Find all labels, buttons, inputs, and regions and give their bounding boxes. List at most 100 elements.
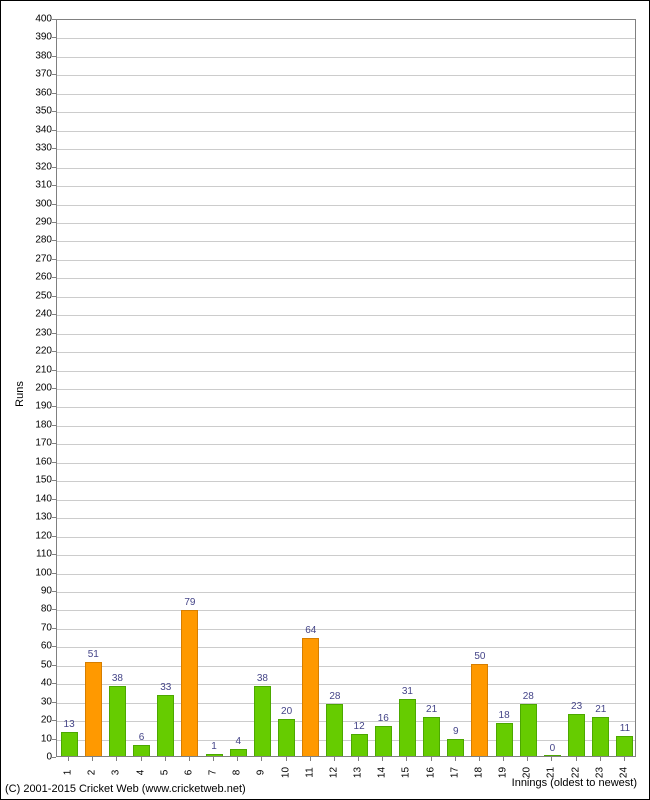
bar-value-label: 21: [595, 704, 606, 715]
ytick: [52, 720, 56, 721]
bar: [496, 723, 513, 756]
gridline: [57, 94, 635, 95]
bar-value-label: 6: [139, 732, 145, 743]
bar: [447, 739, 464, 756]
xtick-label: 15: [401, 767, 412, 778]
gridline: [57, 149, 635, 150]
ytick: [52, 240, 56, 241]
bar: [423, 717, 440, 756]
bar-value-label: 11: [620, 723, 630, 734]
bar: [230, 749, 247, 756]
gridline: [57, 389, 635, 390]
bar: [375, 726, 392, 756]
ytick: [52, 573, 56, 574]
xtick-label: 17: [449, 767, 460, 778]
ytick-label: 370: [1, 69, 52, 80]
xtick: [213, 757, 214, 761]
ytick: [52, 130, 56, 131]
bar: [302, 638, 319, 756]
xtick: [310, 757, 311, 761]
gridline: [57, 260, 635, 261]
ytick: [52, 517, 56, 518]
ytick: [52, 296, 56, 297]
gridline: [57, 684, 635, 685]
xtick-label: 5: [159, 770, 170, 776]
gridline: [57, 315, 635, 316]
bar: [399, 699, 416, 756]
ytick: [52, 425, 56, 426]
xtick-label: 13: [353, 767, 364, 778]
xtick-label: 19: [498, 767, 509, 778]
xtick: [600, 757, 601, 761]
bar: [351, 734, 368, 756]
ytick-label: 250: [1, 290, 52, 301]
ytick-label: 10: [1, 733, 52, 744]
xtick-label: 1: [63, 770, 74, 776]
gridline: [57, 352, 635, 353]
ytick: [52, 499, 56, 500]
xtick: [165, 757, 166, 761]
xtick-label: 18: [473, 767, 484, 778]
gridline: [57, 57, 635, 58]
xtick-label: 2: [87, 770, 98, 776]
ytick-label: 340: [1, 124, 52, 135]
xtick: [189, 757, 190, 761]
gridline: [57, 168, 635, 169]
ytick-label: 290: [1, 216, 52, 227]
y-axis-label: Runs: [14, 381, 26, 407]
bar: [133, 745, 150, 756]
ytick-label: 360: [1, 87, 52, 98]
ytick-label: 310: [1, 180, 52, 191]
xtick: [406, 757, 407, 761]
xtick-label: 7: [208, 770, 219, 776]
gridline: [57, 481, 635, 482]
bar-value-label: 28: [329, 691, 340, 702]
ytick-label: 190: [1, 401, 52, 412]
ytick-label: 270: [1, 253, 52, 264]
bar-value-label: 13: [64, 719, 75, 730]
gridline: [57, 112, 635, 113]
ytick: [52, 148, 56, 149]
gridline: [57, 592, 635, 593]
ytick: [52, 554, 56, 555]
gridline: [57, 131, 635, 132]
ytick: [52, 406, 56, 407]
xtick: [92, 757, 93, 761]
gridline: [57, 500, 635, 501]
bar-value-label: 33: [160, 682, 171, 693]
xtick-label: 6: [183, 770, 194, 776]
ytick-label: 130: [1, 512, 52, 523]
copyright-text: (C) 2001-2015 Cricket Web (www.cricketwe…: [5, 783, 246, 795]
ytick: [52, 480, 56, 481]
bar: [85, 662, 102, 756]
gridline: [57, 555, 635, 556]
ytick: [52, 351, 56, 352]
xtick: [237, 757, 238, 761]
gridline: [57, 334, 635, 335]
chart-container: 1351386337914382064281216312195018280232…: [0, 0, 650, 800]
gridline: [57, 371, 635, 372]
ytick: [52, 259, 56, 260]
ytick: [52, 56, 56, 57]
bar: [471, 664, 488, 756]
ytick: [52, 628, 56, 629]
xtick-label: 8: [232, 770, 243, 776]
xtick-label: 10: [280, 767, 291, 778]
bar-value-label: 16: [378, 713, 389, 724]
ytick-label: 390: [1, 32, 52, 43]
xtick-label: 16: [425, 767, 436, 778]
gridline: [57, 574, 635, 575]
xtick: [286, 757, 287, 761]
plot-area: 1351386337914382064281216312195018280232…: [56, 19, 636, 757]
ytick-label: 210: [1, 364, 52, 375]
ytick: [52, 333, 56, 334]
ytick: [52, 314, 56, 315]
bar: [254, 686, 271, 756]
xtick: [358, 757, 359, 761]
xtick: [503, 757, 504, 761]
ytick: [52, 167, 56, 168]
gridline: [57, 426, 635, 427]
gridline: [57, 407, 635, 408]
ytick-label: 110: [1, 549, 52, 560]
gridline: [57, 647, 635, 648]
